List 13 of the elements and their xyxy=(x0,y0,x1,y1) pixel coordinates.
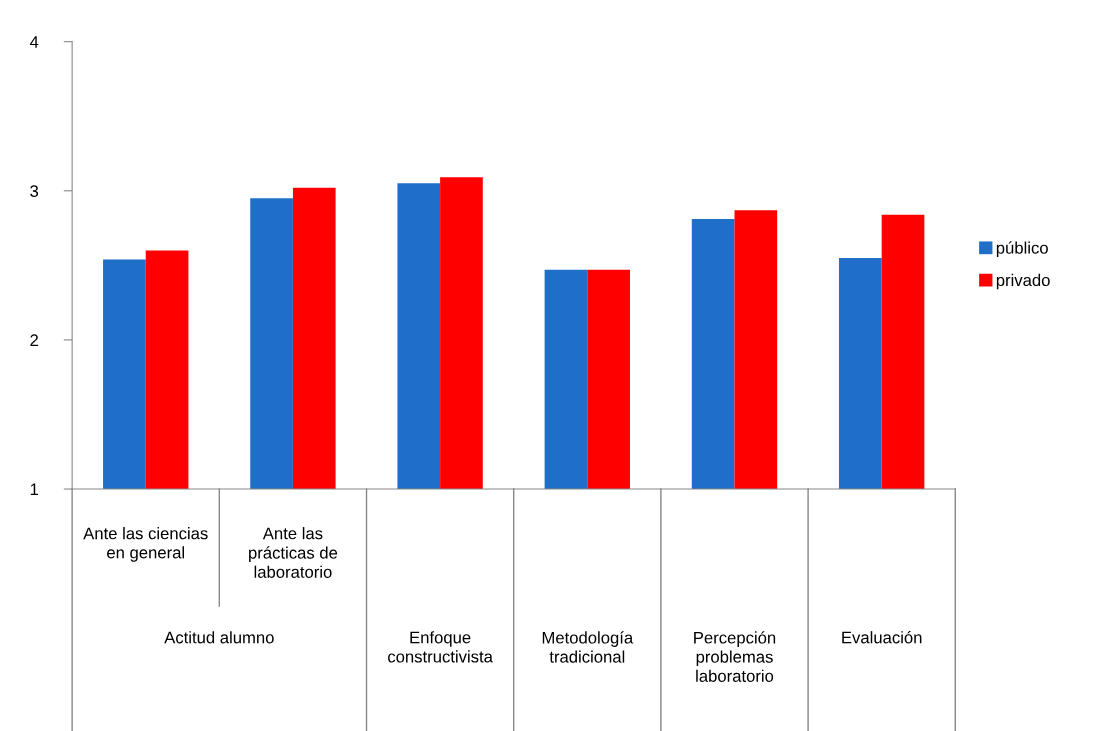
text: Actitud alumno xyxy=(164,631,274,644)
legend-label: público xyxy=(996,241,1048,258)
text: Evaluación xyxy=(842,630,922,644)
x-tick-label: Ante las prácticas de laboratorio xyxy=(249,527,338,578)
y-tick-label: 3 xyxy=(30,185,39,197)
text: Metodología tradicional xyxy=(542,631,634,663)
y-tick-label: 2 xyxy=(30,334,38,346)
text: Percepción problemas laboratorio xyxy=(694,631,776,682)
y-tick-label: 4 xyxy=(29,36,39,48)
legend-label: privado xyxy=(996,273,1050,290)
x-tick-label: Ante las ciencias en general xyxy=(83,527,208,562)
text: Enfoque constructivista xyxy=(388,631,493,663)
y-tick-label: 1 xyxy=(30,483,38,496)
